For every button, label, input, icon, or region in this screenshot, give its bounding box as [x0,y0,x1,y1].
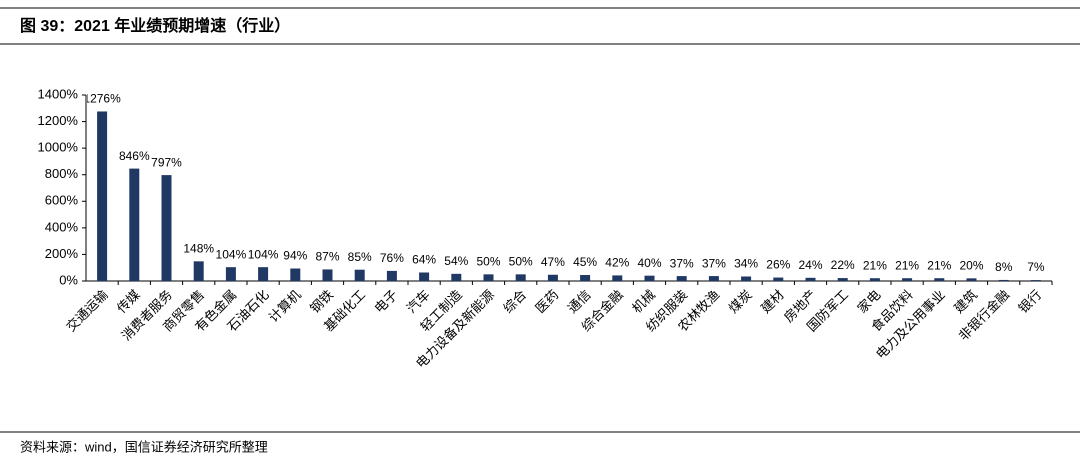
bar [97,111,108,281]
y-tick-label: 800% [45,166,79,181]
value-label: 42% [605,256,629,270]
y-tick-label: 1000% [38,140,79,155]
bar [676,276,687,281]
bar [515,274,526,281]
y-tick-label: 600% [45,193,79,208]
value-label: 76% [380,251,404,265]
bar [322,269,333,281]
value-label: 1276% [83,92,121,106]
chart-title: 图 39：2021 年业绩预期增速（行业） [20,16,290,35]
bar [902,278,913,281]
bar [966,278,977,281]
bar [1030,280,1041,281]
value-label: 47% [541,255,565,269]
bar [580,275,591,281]
value-label: 87% [315,250,339,264]
bar [708,276,719,281]
x-tick-label: 计算机 [266,287,304,325]
value-label: 7% [1027,260,1045,274]
bar [869,278,880,281]
bar [483,274,494,281]
bar [258,267,269,281]
x-tick-label: 医药 [532,287,561,316]
bar [837,278,848,281]
y-tick-label: 1400% [38,86,79,101]
value-label: 50% [476,255,500,269]
value-label: 85% [348,250,372,264]
bar [386,270,397,281]
y-tick-label: 400% [45,219,79,234]
value-label: 104% [248,247,279,261]
value-label: 846% [119,149,150,163]
bar [773,277,784,281]
bar [129,168,140,281]
value-label: 22% [831,258,855,272]
y-tick-label: 0% [59,272,78,287]
value-label: 148% [183,242,214,256]
value-label: 94% [283,249,307,263]
x-tick-label: 交通运输 [63,287,110,334]
bar [193,261,204,281]
value-label: 50% [509,255,533,269]
source: 资料来源：wind，国信证券经济研究所整理 [20,439,268,454]
x-tick-label: 煤炭 [726,287,755,316]
bar [644,275,655,281]
value-label: 40% [637,256,661,270]
value-label: 26% [766,258,790,272]
value-label: 20% [959,259,983,273]
bar [547,274,558,281]
plot-area: 1276%846% 797%148% 104% 104% 94% 87% 85% 76% 64%… [83,92,1045,275]
x-tick-label: 综合 [500,287,529,316]
value-label: 54% [444,254,468,268]
bar [225,267,236,281]
y-tick-label: 1200% [38,113,79,128]
value-label: 8% [995,260,1013,274]
value-label: 34% [734,257,758,271]
bar [161,175,172,281]
value-label: 24% [798,258,822,272]
x-tick-label: 银行 [1015,287,1044,316]
bar [419,272,430,281]
value-label: 45% [573,255,597,269]
bar [805,277,816,281]
bar [612,275,623,281]
value-label: 64% [412,253,436,267]
value-label: 21% [895,258,919,272]
bar [998,279,1009,281]
bar [451,273,462,281]
bar [290,268,301,281]
value-label: 797% [151,155,182,169]
value-label: 37% [702,256,726,270]
value-label: 21% [863,258,887,272]
value-label: 37% [670,256,694,270]
value-label: 21% [927,258,951,272]
x-tick-label: 电子 [371,287,400,316]
value-label: 104% [216,247,247,261]
bar [741,276,752,281]
bar [354,269,365,281]
y-tick-label: 200% [45,246,79,261]
bar [934,278,945,281]
